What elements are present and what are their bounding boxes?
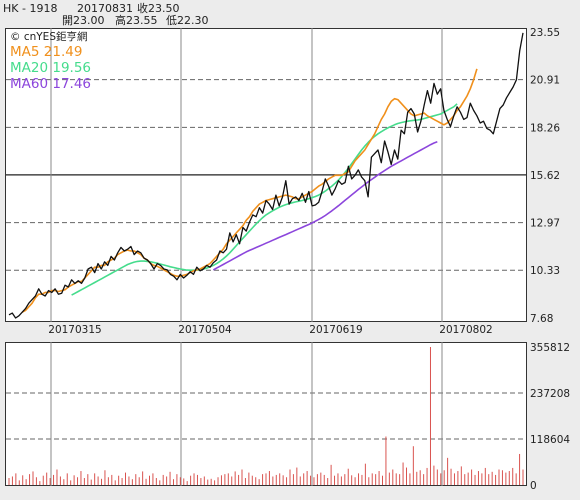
price-lines	[8, 32, 524, 319]
symbol-label: HK - 1918	[3, 2, 57, 15]
date-label: 20170831	[77, 2, 133, 15]
volume-grid	[6, 342, 526, 486]
volume-panel	[5, 342, 527, 486]
price-x-tick: 20170315	[48, 324, 101, 336]
price-y-tick: 23.55	[530, 27, 560, 39]
volume-bars	[8, 347, 524, 485]
price-x-axis: 20170315 20170504 20170619 20170802	[48, 324, 492, 336]
series-line-price	[8, 32, 524, 319]
legend-ma20: MA20 19.56	[10, 60, 91, 76]
series-line-ma20	[71, 103, 458, 296]
volume-y-tick: 118604	[530, 434, 570, 446]
price-y-tick: 12.97	[530, 218, 560, 230]
price-x-tick: 20170504	[178, 324, 232, 336]
series-line-ma60	[212, 141, 438, 271]
price-x-tick: 20170619	[309, 324, 362, 336]
open-label: 開23.00	[62, 14, 105, 27]
price-y-tick: 20.91	[530, 75, 560, 87]
price-y-tick: 18.26	[530, 122, 560, 134]
volume-y-tick: 355812	[530, 342, 570, 354]
price-grid	[6, 28, 526, 322]
series-line-ma5	[21, 68, 478, 313]
watermark-label: © cnYES鉅亨網	[10, 30, 87, 43]
price-x-tick: 20170802	[439, 324, 492, 336]
high-label: 高23.55	[115, 13, 158, 27]
price-y-axis: 23.55 20.91 18.26 15.62 12.97 10.33 7.68	[530, 27, 560, 325]
price-y-tick: 7.68	[530, 313, 553, 325]
price-y-tick: 15.62	[530, 170, 560, 182]
close-label: 收23.50	[137, 1, 180, 15]
legend-ma5: MA5 21.49	[10, 44, 82, 60]
volume-y-axis: 355812 237208 118604 0	[530, 342, 570, 492]
volume-y-tick: 0	[530, 480, 537, 492]
volume-y-tick: 237208	[530, 388, 570, 400]
legend-ma60: MA60 17.46	[10, 76, 91, 92]
price-y-tick: 10.33	[530, 265, 560, 277]
low-label: 低22.30	[166, 14, 209, 27]
